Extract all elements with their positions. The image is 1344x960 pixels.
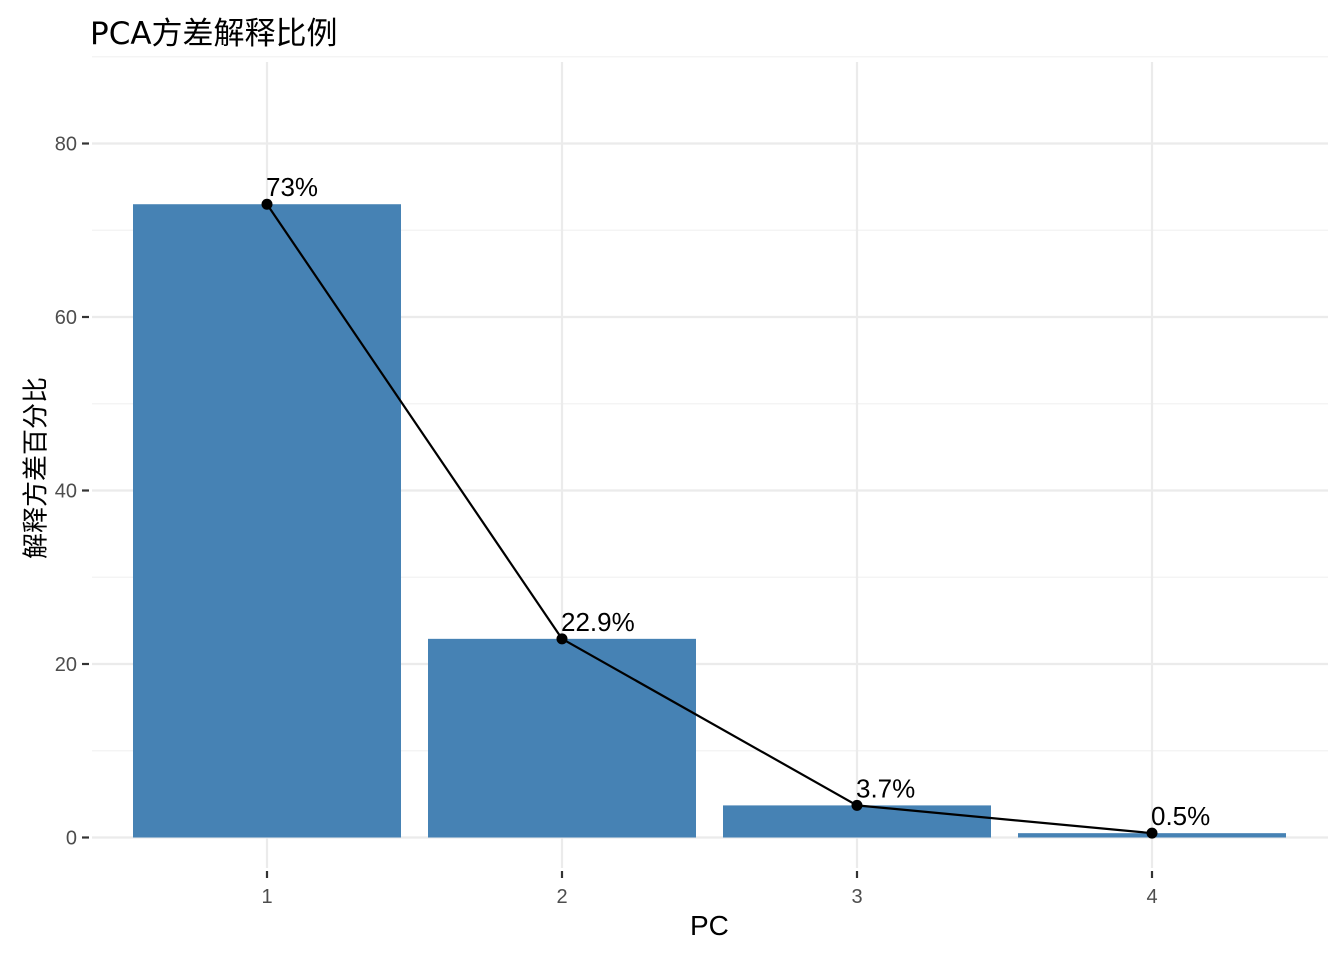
y-axis-label: 解释方差百分比 bbox=[21, 376, 52, 560]
y-tick-label: 80 bbox=[55, 134, 77, 156]
x-tick-label: 3 bbox=[851, 886, 862, 908]
series-line bbox=[266, 203, 1153, 835]
bar-pc2 bbox=[428, 638, 696, 838]
x-axis-label: PC bbox=[690, 910, 729, 941]
data-point bbox=[1146, 827, 1158, 839]
chart-title: PCA方差解释比例 bbox=[90, 16, 338, 52]
data-point bbox=[261, 198, 273, 210]
data-point bbox=[851, 799, 863, 811]
data-label: 3.7% bbox=[856, 773, 915, 803]
x-tick-label: 2 bbox=[556, 886, 567, 908]
y-tick-label: 40 bbox=[55, 481, 77, 503]
y-tick-label: 20 bbox=[55, 654, 77, 676]
x-tick-label: 4 bbox=[1146, 886, 1157, 908]
data-point bbox=[556, 633, 568, 645]
bar-pc1 bbox=[133, 204, 401, 838]
x-tick-label: 1 bbox=[261, 886, 272, 908]
data-label: 73% bbox=[266, 172, 318, 202]
y-tick-label: 0 bbox=[66, 828, 77, 850]
data-label: 0.5% bbox=[1151, 801, 1210, 831]
y-tick-label: 60 bbox=[55, 307, 77, 329]
data-label: 22.9% bbox=[561, 607, 635, 637]
